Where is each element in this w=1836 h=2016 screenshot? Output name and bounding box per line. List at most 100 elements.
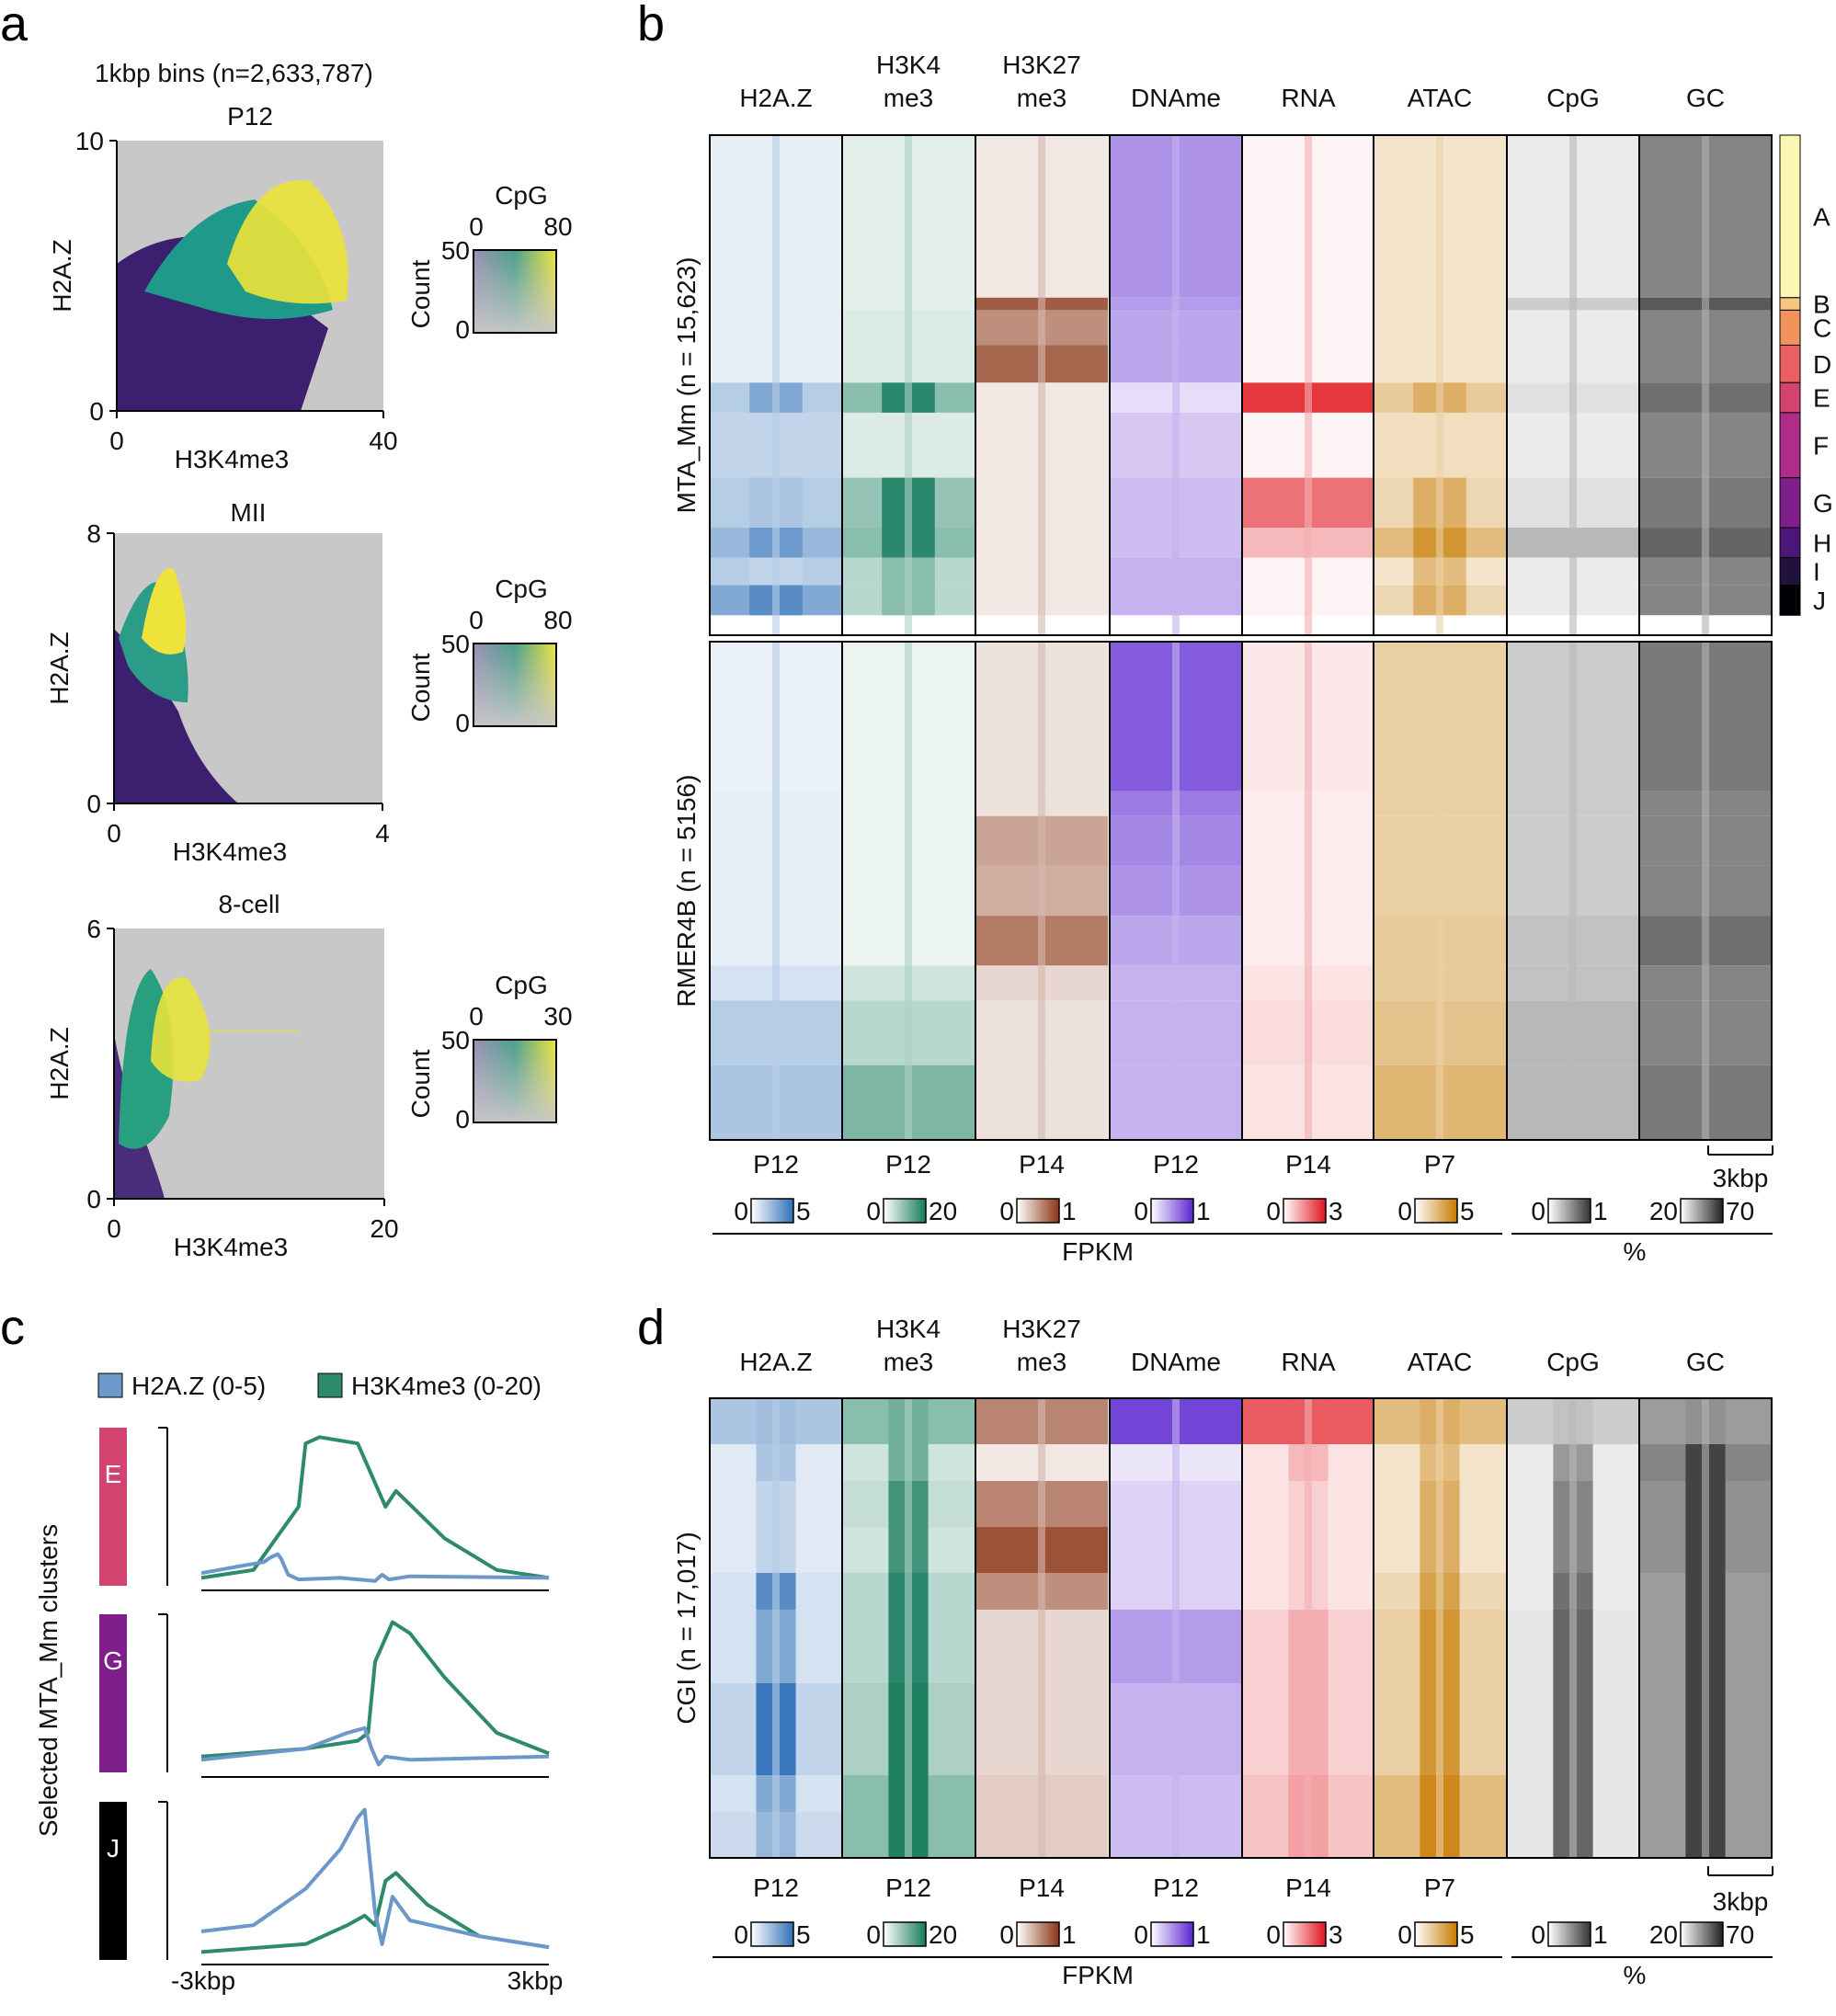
column-header-line2: me3 (884, 1348, 933, 1376)
scale-max: 70 (1726, 1197, 1754, 1225)
cluster-bar-e (1779, 382, 1801, 414)
x-axis-label: H3K4me3 (174, 1233, 289, 1261)
column-stage: P14 (1285, 1874, 1331, 1902)
legend-cpg-min: 0 (469, 212, 484, 241)
legend-title: CpG (495, 181, 548, 210)
scale-gradient (883, 1921, 927, 1947)
column-stage: P12 (885, 1874, 931, 1902)
scale-gradient (750, 1921, 794, 1947)
cluster-swatch-label: G (103, 1646, 123, 1675)
cluster-bar-g (1779, 477, 1801, 529)
y-axis-label: H2A.Z (48, 239, 76, 312)
x-tick-label-max: 20 (370, 1214, 398, 1243)
scale-gradient (1547, 1198, 1591, 1224)
legend-swatch-h2az (97, 1372, 123, 1398)
heatmap-center-stripe (905, 1398, 912, 1858)
y-axis-label: H2A.Z (45, 1027, 74, 1099)
scale-min: 0 (866, 1920, 881, 1949)
h3k4me3-profile-line (200, 1435, 550, 1580)
column-header-line2: H2A.Z (739, 1348, 812, 1376)
column-header-line2: me3 (884, 84, 933, 112)
heatmap-center-stripe (905, 135, 912, 635)
legend-count-min: 0 (455, 709, 470, 737)
scalebar-label: 3kbp (1713, 1887, 1769, 1916)
heatmap-center-stripe (1436, 1398, 1443, 1858)
cluster-bar-f (1779, 412, 1801, 479)
scale-max: 1 (1196, 1197, 1211, 1225)
scale-max: 5 (796, 1197, 811, 1225)
percent-label: % (1624, 1237, 1647, 1266)
panel-b-letter: b (637, 0, 665, 51)
column-header-line2: H2A.Z (739, 84, 812, 112)
panel-d-letter: d (637, 1300, 665, 1355)
profile-row-g: G (99, 1613, 550, 1778)
h2az-profile-line (200, 1726, 550, 1767)
h3k4me3-profile-line (200, 1620, 550, 1759)
column-header-line1: H3K27 (1002, 51, 1081, 79)
cluster-bar-j (1779, 585, 1801, 616)
scale-max: 5 (1460, 1197, 1475, 1225)
panel-c-ylabel: Selected MTA_Mm clusters (34, 1524, 63, 1837)
x-tick-label-min: 0 (107, 819, 121, 848)
y-tick-label-max: 6 (86, 915, 101, 943)
scale-min: 0 (1397, 1920, 1412, 1949)
scale-gradient (1016, 1198, 1060, 1224)
scale-max: 20 (929, 1920, 957, 1949)
legend-frame (473, 1039, 557, 1123)
heatmap-center-stripe (1702, 642, 1709, 1140)
x-tick-label-max: 40 (369, 427, 397, 455)
column-stage: P7 (1424, 1150, 1455, 1179)
legend-cpg-max: 80 (543, 212, 572, 241)
panel-a-bins-title: 1kbp bins (n=2,633,787) (95, 59, 373, 87)
scale-gradient (883, 1198, 927, 1224)
cluster-swatch-j (99, 1802, 127, 1960)
heatmap-center-stripe (1038, 135, 1045, 635)
x-tick-left: -3kbp (171, 1966, 235, 1995)
scale-min: 0 (999, 1197, 1014, 1225)
scale-max: 1 (1593, 1920, 1608, 1949)
plot-title: 8-cell (219, 890, 280, 918)
scale-gradient (1680, 1198, 1724, 1224)
cluster-bar-c (1779, 309, 1801, 346)
y-tick-label-min: 0 (86, 1185, 101, 1213)
column-header-line2: ATAC (1408, 84, 1473, 112)
heatmap-center-stripe (1038, 642, 1045, 1140)
legend-count-max: 50 (441, 630, 470, 658)
x-axis-label: H3K4me3 (175, 445, 290, 473)
scale-gradient (750, 1198, 794, 1224)
cluster-label-e: E (1813, 384, 1830, 413)
heatmap-center-stripe (772, 135, 780, 635)
cluster-bar-a (1779, 134, 1801, 299)
heatmap-center-stripe (1305, 135, 1312, 635)
column-stage: P14 (1285, 1150, 1331, 1179)
scale-gradient (1016, 1921, 1060, 1947)
legend-count-label: Count (406, 1049, 435, 1118)
column-header-line1: H3K4 (876, 1315, 941, 1343)
heatmap-center-stripe (1172, 1398, 1180, 1858)
heatmap-center-stripe (1305, 1398, 1312, 1858)
column-header-line2: DNAme (1131, 1348, 1221, 1376)
heatmap-section-frame (709, 641, 1773, 1141)
legend-count-label: Count (406, 259, 435, 328)
h2az-profile-line (200, 1552, 550, 1583)
scale-min: 0 (1134, 1920, 1148, 1949)
cluster-label-g: G (1813, 489, 1833, 518)
scale-max: 20 (929, 1197, 957, 1225)
cluster-swatch-label: E (105, 1460, 122, 1488)
legend-cpg-max: 80 (543, 606, 572, 634)
heatmap-center-stripe (1436, 642, 1443, 1140)
legend-title: CpG (495, 575, 548, 603)
legend-count-max: 50 (441, 1026, 470, 1054)
cluster-bar-b (1779, 297, 1801, 311)
x-tick-label-min: 0 (109, 427, 124, 455)
column-stage: P7 (1424, 1874, 1455, 1902)
cluster-bar-h (1779, 527, 1801, 559)
heatmap-center-stripe (772, 1398, 780, 1858)
scale-min: 0 (1134, 1197, 1148, 1225)
y-tick-label-max: 8 (86, 519, 101, 548)
heatmap-section-frame (709, 1397, 1773, 1859)
